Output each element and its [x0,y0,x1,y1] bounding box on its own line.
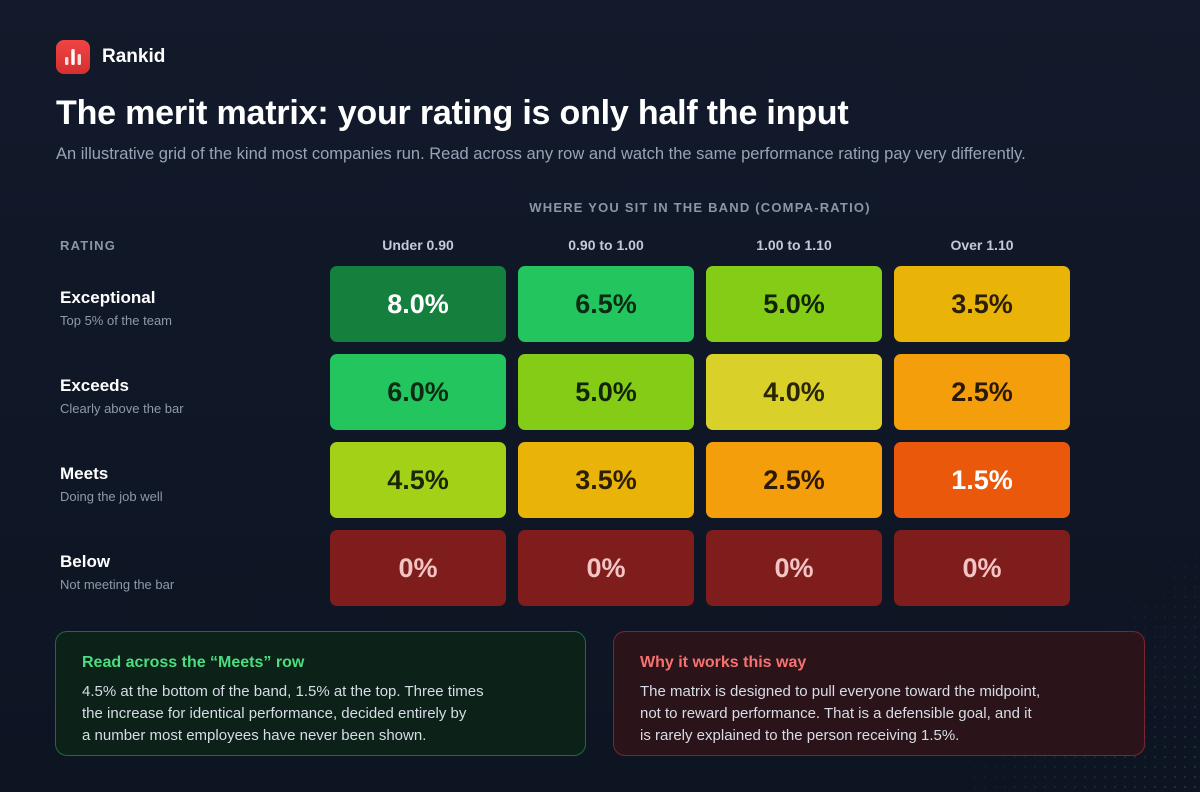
matrix-cell-exceptional-1-00-to-1-10: 5.0% [706,266,882,342]
matrix-cell-below-0-90-to-1-00: 0% [518,530,694,606]
brand-name: Rankid [102,46,166,67]
row-description: Doing the job well [60,489,163,504]
page-subtitle: An illustrative grid of the kind most co… [56,145,1026,163]
row-description: Clearly above the bar [60,401,184,416]
row-name: Exceptional [60,288,156,307]
y-axis-title: RATING [60,238,117,253]
row-description: Top 5% of the team [60,313,173,328]
row-label-meets: Meets Doing the job well [60,464,163,504]
column-header-0-90-to-1-00: 0.90 to 1.00 [568,237,644,253]
row-name: Below [60,552,111,571]
row-label-exceeds: Exceeds Clearly above the bar [60,376,184,416]
matrix-cell-exceptional-0-90-to-1-00: 6.5% [518,266,694,342]
callout-why: Why it works this way The matrix is desi… [613,631,1145,756]
callout-why-line: not to reward performance. That is a def… [640,705,1032,722]
row-description: Not meeting the bar [60,577,175,592]
brand: Rankid [56,40,165,74]
matrix-cell-exceptional-under-0-90: 8.0% [330,266,506,342]
matrix-cell-below-under-0-90: 0% [330,530,506,606]
matrix-cell-meets-1-00-to-1-10: 2.5% [706,442,882,518]
callout-meets-line: the increase for identical performance, … [82,705,467,722]
matrix-cell-below-1-00-to-1-10: 0% [706,530,882,606]
matrix-cell-meets-under-0-90: 4.5% [330,442,506,518]
callout-why-line: The matrix is designed to pull everyone … [640,683,1041,700]
matrix-cell-below-over-1-10: 0% [894,530,1070,606]
callout-why-body: The matrix is designed to pull everyone … [640,681,1118,747]
callout-meets-line: 4.5% at the bottom of the band, 1.5% at … [82,683,484,700]
row-label-exceptional: Exceptional Top 5% of the team [60,288,172,328]
row-name: Meets [60,464,109,483]
matrix-cell-exceeds-0-90-to-1-00: 5.0% [518,354,694,430]
callout-why-title: Why it works this way [640,654,807,671]
matrix-cell-exceptional-over-1-10: 3.5% [894,266,1070,342]
callout-why-line: is rarely explained to the person receiv… [640,727,960,744]
row-name: Exceeds [60,376,129,395]
callout-meets-row: Read across the “Meets” row 4.5% at the … [55,631,586,756]
matrix-cell-exceeds-over-1-10: 2.5% [894,354,1070,430]
x-axis-title: WHERE YOU SIT IN THE BAND (COMPA-RATIO) [529,200,871,215]
matrix-cell-exceeds-under-0-90: 6.0% [330,354,506,430]
matrix-cell-meets-over-1-10: 1.5% [894,442,1070,518]
column-header-over-1-10: Over 1.10 [950,237,1014,253]
column-header-1-00-to-1-10: 1.00 to 1.10 [756,237,832,253]
callout-meets-title: Read across the “Meets” row [82,654,305,671]
page-title: The merit matrix: your rating is only ha… [56,94,849,132]
callout-meets-body: 4.5% at the bottom of the band, 1.5% at … [82,681,559,747]
bar-chart-icon [56,40,90,74]
callout-meets-line: a number most employees have never been … [82,727,427,744]
matrix-cell-meets-0-90-to-1-00: 3.5% [518,442,694,518]
row-label-below: Below Not meeting the bar [60,552,174,592]
column-header-under-0-90: Under 0.90 [382,237,454,253]
matrix-cell-exceeds-1-00-to-1-10: 4.0% [706,354,882,430]
